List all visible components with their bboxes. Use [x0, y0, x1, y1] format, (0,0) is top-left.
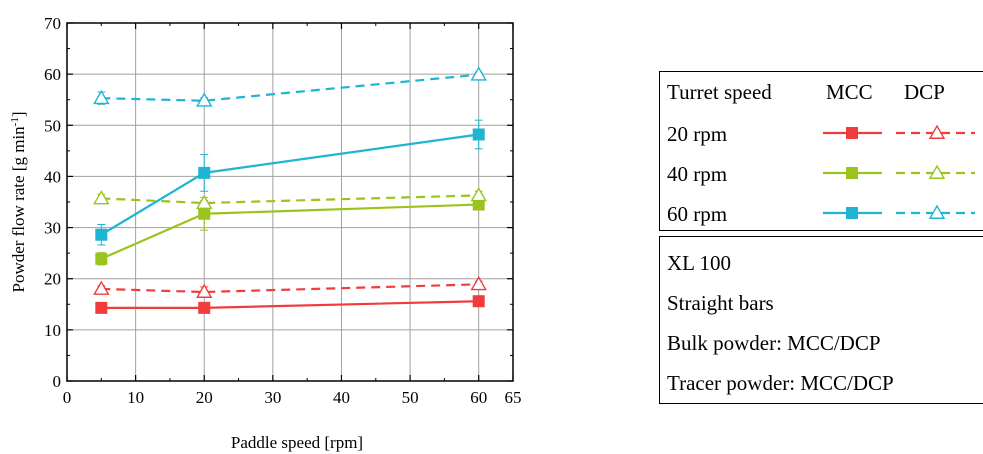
legend-marker-dcp	[928, 124, 946, 139]
data-point	[93, 280, 110, 295]
data-point	[95, 301, 108, 314]
data-point	[93, 89, 110, 105]
data-point	[470, 66, 487, 81]
y-axis-title-sup: -1	[9, 117, 21, 126]
x-tick-label: 30	[264, 388, 281, 407]
legend-row-label: 40 rpm	[667, 162, 728, 186]
series-mcc20	[95, 295, 485, 314]
y-axis-title: Powder flow rate [g min-1]	[9, 111, 28, 292]
data-point	[95, 228, 108, 241]
data-point	[93, 190, 110, 205]
series-line	[101, 300, 479, 309]
data-point	[470, 275, 487, 291]
y-axis-title-main: Powder flow rate [g min	[9, 126, 28, 293]
info-line-bulk: Bulk powder: MCC/DCP	[667, 331, 881, 355]
legend-samples	[823, 124, 975, 219]
legend-row-label: 60 rpm	[667, 202, 728, 226]
legend-header-turret: Turret speed	[667, 80, 772, 104]
data-series	[93, 66, 487, 314]
legend-row-label: 20 rpm	[667, 122, 728, 146]
series-line	[100, 203, 479, 260]
x-tick-label: 20	[196, 388, 213, 407]
data-point	[196, 92, 213, 107]
legend-marker-mcc	[846, 167, 858, 179]
data-point	[198, 207, 211, 220]
legend-header-mcc: MCC	[826, 80, 873, 104]
y-tick-label: 50	[44, 116, 61, 135]
data-point	[198, 301, 211, 314]
series-line	[100, 133, 479, 236]
series-line	[101, 283, 479, 294]
axes	[66, 22, 514, 382]
series-mcc60	[95, 119, 485, 246]
x-tick-label: 10	[127, 388, 144, 407]
series-dcp20	[93, 275, 487, 298]
legend-marker-mcc	[846, 127, 858, 139]
data-point	[470, 186, 487, 202]
x-tick-label: 0	[63, 388, 72, 407]
y-axis-title-end: ]	[9, 111, 28, 117]
info-line-device: XL 100	[667, 251, 731, 275]
legend-marker-dcp	[928, 204, 946, 219]
data-point	[196, 194, 213, 209]
data-point	[95, 252, 108, 265]
x-tick-label: 65	[505, 388, 522, 407]
series-dcp40	[93, 186, 487, 209]
y-tick-label: 70	[44, 14, 61, 33]
series-dcp60	[93, 66, 487, 107]
data-point	[198, 166, 211, 179]
info-line-tracer: Tracer powder: MCC/DCP	[667, 371, 894, 395]
legend-marker-dcp	[928, 164, 946, 179]
data-point	[472, 128, 485, 141]
series-line	[101, 73, 479, 102]
tick-labels: 0 10 20 30 40 50 60 65 0 10 20 30 40 50 60 70	[44, 14, 522, 407]
info-line-bars: Straight bars	[667, 291, 774, 315]
data-point	[196, 283, 213, 298]
y-tick-label: 30	[44, 219, 61, 238]
y-tick-label: 10	[44, 321, 61, 340]
info-box: XL 100 Straight bars Bulk powder: MCC/DC…	[659, 236, 983, 404]
legend: Turret speed MCC DCP 20 rpm 40 rpm 60 rp…	[659, 71, 983, 231]
y-tick-label: 60	[44, 65, 61, 84]
y-tick-label: 20	[44, 270, 61, 289]
x-tick-label: 60	[470, 388, 487, 407]
x-axis-title: Paddle speed [rpm]	[231, 433, 363, 452]
x-tick-label: 50	[402, 388, 419, 407]
data-point	[472, 295, 485, 308]
x-tick-label: 40	[333, 388, 350, 407]
y-tick-label: 0	[53, 372, 62, 391]
legend-marker-mcc	[846, 207, 858, 219]
legend-header-dcp: DCP	[904, 80, 945, 104]
y-tick-label: 40	[44, 167, 61, 186]
series-mcc40	[95, 196, 485, 266]
series-line	[101, 194, 479, 205]
